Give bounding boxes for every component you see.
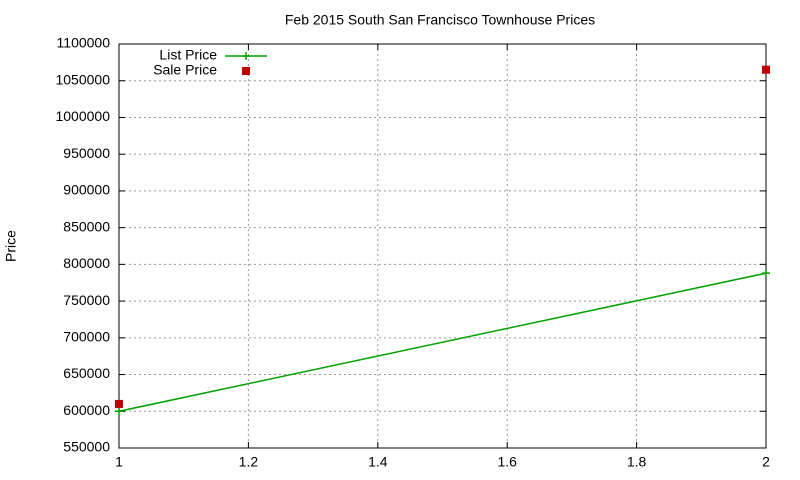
legend-marker [242, 67, 250, 75]
data-point [762, 269, 770, 278]
legend-label: Sale Price [153, 62, 217, 78]
y-tick-label: 850000 [63, 218, 110, 234]
data-point [762, 65, 770, 74]
x-tick-label: 1 [115, 454, 123, 470]
y-tick-label: 600000 [63, 402, 110, 418]
legend-marker [242, 52, 250, 60]
x-tick-label: 2 [762, 454, 770, 470]
x-tick-label: 1.6 [497, 454, 517, 470]
data-point [115, 399, 123, 408]
y-tick-label: 650000 [63, 365, 110, 381]
y-axis-label: Price [3, 230, 19, 262]
x-tick-label: 1.8 [627, 454, 647, 470]
y-tick-label: 950000 [63, 145, 110, 161]
chart-title: Feb 2015 South San Francisco Townhouse P… [285, 12, 595, 28]
y-tick-label: 700000 [63, 329, 110, 345]
y-tick-label: 900000 [63, 182, 110, 198]
plot-frame [118, 43, 767, 449]
y-tick-label: 1100000 [57, 35, 111, 51]
y-tick-label: 550000 [63, 439, 110, 455]
data-point [115, 407, 123, 416]
y-tick-label: 1050000 [55, 71, 110, 87]
y-tick-label: 1000000 [55, 108, 110, 124]
legend-label: List Price [159, 47, 217, 63]
list-price-line [118, 272, 767, 413]
y-tick-label: 750000 [63, 292, 110, 308]
x-tick-label: 1.4 [368, 454, 388, 470]
x-tick-label: 1.2 [239, 454, 259, 470]
y-tick-label: 800000 [63, 255, 110, 271]
